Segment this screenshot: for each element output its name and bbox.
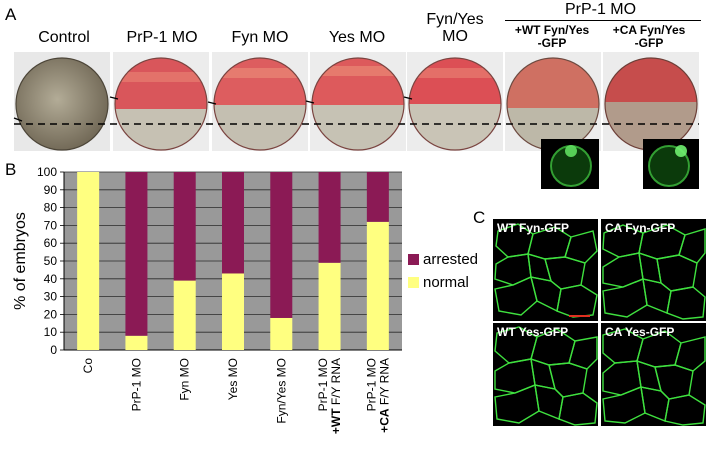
bar-segment-arrested — [222, 172, 244, 274]
cell-membrane-pattern — [602, 328, 706, 426]
micro-tile-ca-fyn: CA Fyn-GFP — [601, 219, 706, 321]
embryo-image-prp1-mo — [113, 52, 209, 151]
tile-label-wt-yes: WT Yes-GFP — [497, 325, 569, 339]
y-tick-label: 30 — [44, 290, 58, 304]
legend-swatch-arrested — [408, 254, 419, 265]
x-tick-label: +CA F/Y RNA — [377, 358, 391, 433]
bar-segment-normal — [173, 280, 196, 350]
y-tick-labels: 0 10 20 30 40 50 60 70 80 90 100 — [37, 165, 64, 357]
y-tick-label: 10 — [44, 325, 58, 339]
group-bracket-line — [505, 20, 701, 21]
y-tick-label: 0 — [50, 343, 57, 357]
tile-label-ca-fyn: CA Fyn-GFP — [605, 221, 676, 235]
legend-swatch-normal — [408, 277, 419, 288]
cell-membrane-pattern — [602, 224, 706, 320]
x-tick-labels: Co PrP-1 MO Fyn MO Yes MO Fyn/Yes MO PrP-1 MO… — [81, 358, 391, 434]
bar-segment-normal — [318, 262, 341, 350]
x-tick-label: Co — [81, 358, 95, 374]
y-tick-label: 20 — [44, 307, 58, 321]
stacked-bar-chart: % of embryos 0 10 20 30 40 50 60 70 80 90 100 Co Pr… — [12, 165, 478, 434]
label-ca-line1: +CA Fyn/Yes — [612, 23, 686, 37]
embryo-image-yes-mo — [310, 52, 406, 151]
bar-segment-normal — [270, 317, 293, 350]
label-prp1-mo: PrP-1 MO — [126, 29, 198, 46]
tile-label-ca-yes: CA Yes-GFP — [605, 325, 675, 339]
x-tick-label: PrP-1 MO — [316, 358, 330, 411]
label-ca-line2: -GFP — [634, 36, 664, 50]
micro-tile-wt-fyn: WT Fyn-GFP — [493, 219, 598, 321]
gfp-inset-wt — [541, 139, 599, 189]
label-wt-fyn-yes-gfp: +WT Fyn/Yes -GFP — [501, 24, 603, 50]
bar-segment-arrested — [173, 172, 196, 281]
y-tick-label: 60 — [44, 236, 58, 250]
label-ca-fyn-yes-gfp: +CA Fyn/Yes -GFP — [598, 24, 700, 50]
bar-segment-normal — [222, 273, 244, 350]
panel-a-letter: A — [5, 5, 17, 24]
dashed-reference-line — [13, 96, 699, 125]
x-tick-label: Fyn/Yes MO — [274, 358, 288, 424]
label-fyn-mo: Fyn MO — [231, 29, 289, 46]
embryo-image-control — [14, 52, 110, 151]
bars — [77, 172, 389, 350]
bar-segment-normal — [77, 172, 100, 350]
panel-b-letter: B — [5, 160, 17, 179]
embryo-image-fyn-mo — [212, 52, 308, 151]
x-tick-label: Yes MO — [226, 358, 240, 400]
bar-segment-normal — [125, 335, 148, 350]
y-tick-label: 80 — [44, 201, 58, 215]
bar-segment-arrested — [125, 172, 148, 336]
group-title-prp1-mo: PrP-1 MO — [564, 1, 637, 18]
y-tick-label: 100 — [37, 165, 57, 179]
label-wt-line1: +WT Fyn/Yes — [514, 23, 590, 37]
bar-segment-normal — [366, 221, 389, 350]
y-tick-label: 40 — [44, 272, 58, 286]
cell-membrane-pattern — [494, 326, 598, 426]
bar-segment-arrested — [270, 172, 293, 318]
x-tick-label: Fyn MO — [178, 358, 192, 401]
micro-tile-wt-yes: WT Yes-GFP — [493, 323, 598, 426]
y-tick-label: 50 — [44, 254, 58, 268]
bar-segment-arrested — [318, 172, 341, 263]
cell-membrane-pattern — [494, 223, 598, 318]
embryo-image-fyn-yes-mo — [407, 52, 503, 151]
y-axis-label: % of embryos — [12, 212, 29, 310]
embryo-image-wt-fyn-yes — [505, 52, 601, 151]
label-fyn-yes-mo-line2: MO — [442, 28, 468, 45]
label-fyn-yes-mo-line1: Fyn/Yes — [426, 11, 484, 28]
label-wt-line2: -GFP — [537, 36, 567, 50]
micro-tile-ca-yes: CA Yes-GFP — [601, 323, 706, 426]
x-tick-label: PrP-1 MO — [129, 358, 143, 411]
tile-label-wt-fyn: WT Fyn-GFP — [497, 221, 569, 235]
panel-c-letter: C — [473, 208, 486, 227]
legend-label-arrested: arrested — [423, 251, 478, 268]
x-tick-label: PrP-1 MO — [364, 358, 378, 411]
label-fyn-yes-mo: Fyn/Yes MO — [405, 11, 505, 45]
x-tick-label: +WT F/Y RNA — [329, 358, 343, 434]
y-tick-label: 90 — [44, 183, 58, 197]
legend-label-normal: normal — [423, 274, 469, 291]
gfp-inset-ca — [643, 139, 699, 189]
bar-segment-arrested — [366, 172, 389, 222]
label-yes-mo: Yes MO — [328, 29, 386, 46]
y-tick-label: 70 — [44, 218, 58, 232]
label-control: Control — [38, 29, 90, 46]
legend: arrested normal — [408, 251, 478, 291]
